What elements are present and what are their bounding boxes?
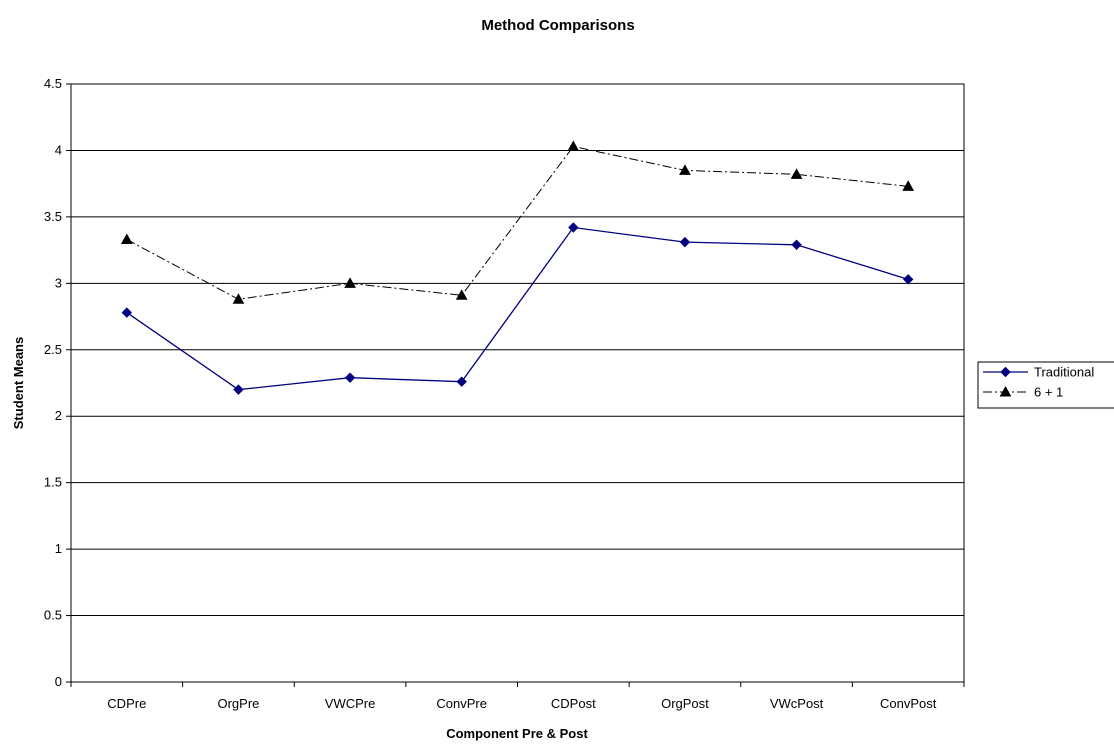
data-point — [679, 236, 691, 248]
legend-marker — [1000, 366, 1011, 378]
series-line — [126, 145, 909, 300]
data-point — [679, 164, 691, 175]
legend-label: Traditional — [1034, 365, 1094, 380]
y-tick-label: 0.5 — [44, 608, 62, 623]
x-tick-label: ConvPost — [880, 696, 937, 711]
data-point — [567, 140, 580, 151]
x-tick-label: OrgPost — [661, 696, 709, 711]
y-axis: 0 0.5 1 1.5 2 2.5 3 3.5 4 4.5 — [44, 76, 71, 689]
y-tick-label: 4 — [55, 142, 62, 157]
legend-item: Traditional — [983, 365, 1094, 380]
data-point — [120, 233, 133, 244]
y-tick-label: 1.5 — [44, 475, 62, 490]
y-tick-label: 0 — [55, 674, 62, 689]
y-tick-label: 3 — [55, 275, 62, 290]
y-tick-label: 2 — [55, 408, 62, 423]
x-tick-label: VWcPost — [770, 696, 824, 711]
data-point — [790, 168, 803, 179]
y-tick-label: 1 — [55, 541, 62, 556]
series-line — [126, 226, 909, 391]
x-tick-label: OrgPre — [217, 696, 259, 711]
legend-marker — [999, 385, 1012, 397]
series-layer — [120, 140, 915, 395]
x-axis: CDPre OrgPre VWCPre ConvPre CDPost OrgPost VWc… — [70, 682, 965, 711]
x-tick-label: ConvPre — [436, 696, 487, 711]
legend: Traditional 6 + 1 — [977, 361, 1114, 409]
legend-label: 6 + 1 — [1034, 385, 1063, 400]
data-point — [902, 180, 915, 191]
y-axis-title: Student Means — [11, 337, 26, 429]
data-point — [568, 222, 579, 233]
y-tick-label: 3.5 — [44, 209, 62, 224]
data-point — [456, 376, 467, 387]
series-2 — [120, 140, 915, 304]
chart-title: Method Comparisons — [481, 17, 634, 34]
gridlines — [71, 149, 964, 617]
data-point — [121, 307, 133, 318]
data-point — [791, 239, 802, 251]
x-axis-title: Component Pre & Post — [446, 726, 588, 741]
plot-area — [70, 83, 965, 683]
legend-box — [977, 361, 1114, 409]
y-tick-label: 4.5 — [44, 76, 62, 91]
legend-item: 6 + 1 — [983, 385, 1063, 400]
x-tick-label: VWCPre — [325, 696, 376, 711]
y-tick-label: 2.5 — [44, 342, 62, 357]
data-point — [344, 372, 356, 383]
x-tick-label: CDPre — [107, 696, 146, 711]
data-point — [233, 384, 244, 395]
data-point — [344, 277, 356, 288]
data-point — [232, 293, 245, 304]
data-point — [902, 274, 914, 285]
x-tick-label: CDPost — [551, 696, 596, 711]
series-1 — [121, 222, 914, 395]
data-point — [455, 289, 468, 300]
